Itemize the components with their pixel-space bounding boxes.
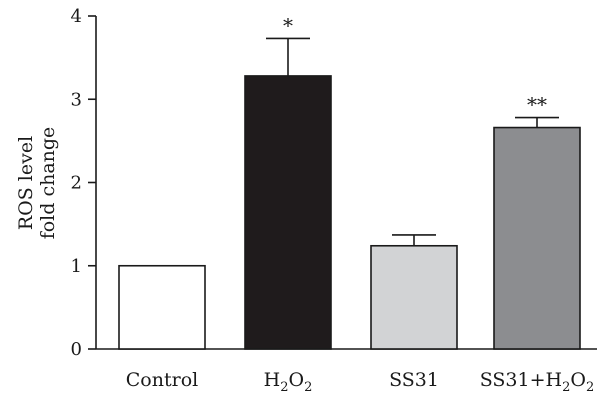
bar-h2o2 [244,75,332,350]
bar-ss31 [370,244,458,350]
error-bars [266,37,559,246]
y-tick-labels: 0 1 2 3 4 [71,6,82,360]
bar-control [118,264,206,350]
x-tick-label: H2O2 [264,369,313,395]
bars [118,75,581,350]
y-axis-title: ROS levelfold change [15,127,59,240]
x-tick-label: SS31 [389,369,439,391]
significance-label: ** [527,93,547,117]
y-axis-title-text: ROS levelfold change [15,127,59,240]
y-tick-label: 3 [71,89,82,110]
y-tick-label: 1 [71,256,82,277]
y-tick-label: 4 [71,6,82,27]
significance-label: * [283,13,293,37]
x-tick-label: Control [126,369,198,391]
y-tick-label: 0 [71,339,82,360]
x-tick-label: SS31+H2O2 [480,369,595,395]
significance-labels: *** [283,13,547,116]
y-tick-label: 2 [71,173,82,194]
bar-ss31-h2o2 [493,126,581,350]
x-tick-labels: Control H2O2 SS31 SS31+H2O2 [126,369,594,395]
